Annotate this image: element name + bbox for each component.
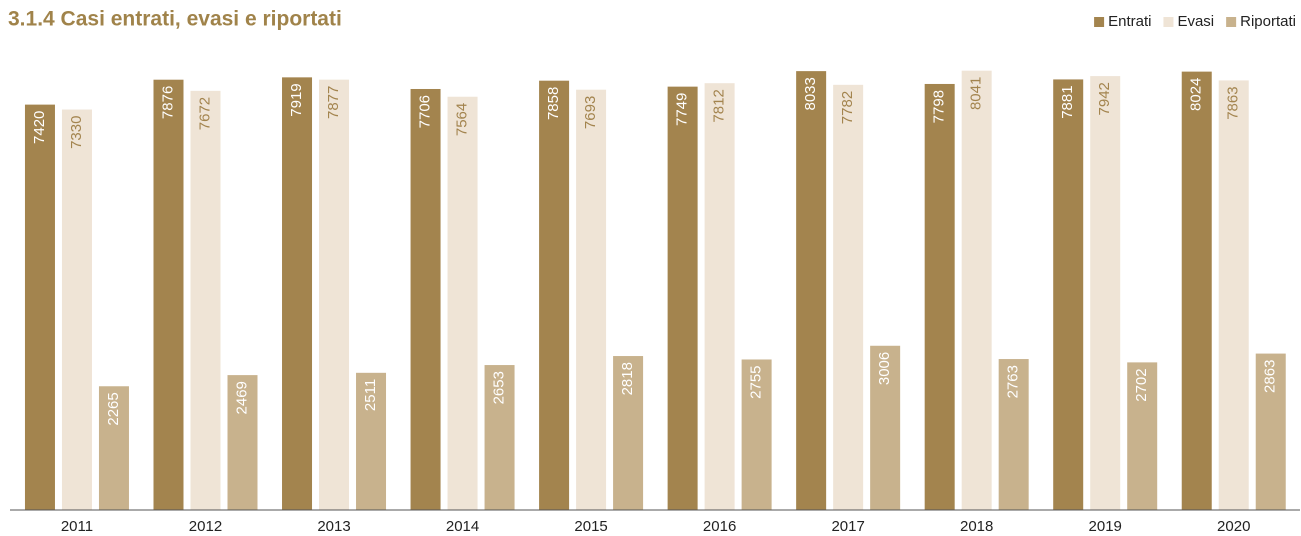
bar	[1090, 76, 1121, 510]
legend-label: Evasi	[1177, 13, 1214, 30]
bar	[741, 359, 772, 510]
bar	[704, 83, 735, 510]
bar	[1255, 353, 1286, 510]
value-label: 7798	[931, 90, 948, 123]
bar	[961, 70, 992, 510]
value-label: 8041	[968, 77, 985, 110]
value-label: 7564	[454, 103, 471, 136]
bar	[1181, 71, 1212, 511]
chart-title: 3.1.4 Casi entrati, evasi e riportati	[8, 8, 342, 31]
x-tick-label: 2017	[831, 518, 864, 535]
value-label: 2511	[362, 379, 379, 411]
x-tick-label: 2016	[703, 518, 736, 535]
value-label: 3006	[876, 352, 893, 385]
value-label: 7420	[31, 111, 48, 144]
value-label: 8024	[1188, 78, 1205, 111]
bar	[870, 345, 901, 510]
x-tick-label: 2014	[446, 518, 479, 535]
bar	[282, 77, 313, 510]
value-label: 2702	[1133, 368, 1150, 401]
value-label: 7706	[417, 95, 434, 128]
bar	[190, 90, 221, 510]
value-label: 2469	[233, 381, 250, 414]
bar	[153, 79, 184, 510]
legend-swatch	[1163, 17, 1174, 27]
bar	[484, 365, 515, 510]
bar	[227, 375, 258, 510]
x-tick-label: 2019	[1089, 518, 1122, 535]
value-label: 7877	[325, 86, 342, 119]
x-tick-label: 2015	[574, 518, 607, 535]
bar	[61, 109, 92, 510]
bar	[447, 96, 478, 510]
value-label: 7881	[1059, 85, 1076, 118]
bar	[924, 83, 955, 511]
value-label: 8033	[802, 77, 819, 110]
value-label: 7863	[1225, 86, 1242, 119]
x-tick-label: 2020	[1217, 518, 1250, 535]
bar	[539, 80, 570, 510]
legend-swatch	[1094, 17, 1105, 27]
x-tick-label: 2011	[61, 518, 93, 535]
value-label: 7876	[159, 86, 176, 119]
value-label: 7919	[288, 83, 305, 116]
value-label: 7782	[839, 91, 856, 124]
value-label: 7812	[711, 89, 728, 122]
bar	[613, 356, 644, 510]
value-label: 7749	[674, 93, 691, 126]
bar	[1127, 362, 1158, 510]
x-tick-label: 2018	[960, 518, 993, 535]
bar	[98, 386, 129, 510]
legend-label: Entrati	[1108, 13, 1151, 30]
bar	[1218, 80, 1249, 510]
bar	[410, 88, 441, 511]
value-label: 2265	[105, 392, 122, 425]
value-label: 7693	[582, 96, 599, 129]
bar	[24, 104, 55, 511]
legend-label: Riportati	[1240, 13, 1296, 30]
bar	[356, 372, 387, 510]
value-label: 2755	[748, 365, 765, 398]
value-label: 2653	[491, 371, 508, 404]
bar	[319, 79, 350, 511]
bar	[1053, 79, 1084, 511]
x-tick-label: 2013	[317, 518, 350, 535]
value-label: 7330	[68, 116, 85, 149]
value-label: 7942	[1096, 82, 1113, 115]
value-label: 2763	[1005, 365, 1022, 398]
x-tick-label: 2012	[189, 518, 222, 535]
bar	[576, 89, 607, 510]
bar	[833, 84, 864, 511]
legend-swatch	[1226, 17, 1237, 27]
bar	[998, 359, 1029, 510]
value-label: 2818	[619, 362, 636, 395]
value-label: 2863	[1262, 360, 1279, 393]
value-label: 7672	[196, 97, 213, 130]
value-label: 7858	[545, 87, 562, 120]
bar	[667, 86, 698, 510]
bar	[796, 71, 827, 510]
